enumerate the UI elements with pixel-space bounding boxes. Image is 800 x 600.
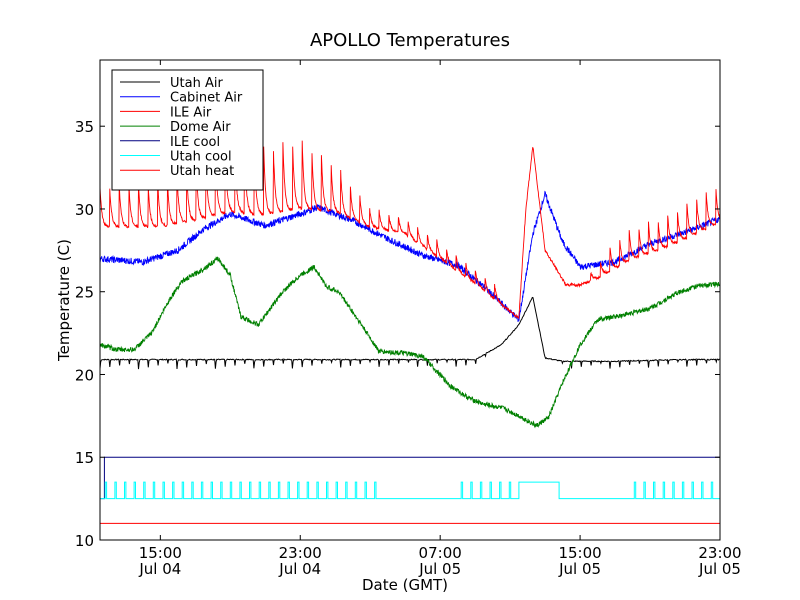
legend-label: Utah heat [170, 164, 234, 179]
legend-label: Cabinet Air [170, 91, 243, 106]
y-axis: 10 15 20 25 30 35 [75, 118, 720, 550]
y-tick-label: 30 [75, 201, 94, 219]
x-tick-label-date: Jul 05 [558, 560, 601, 578]
y-tick-label: 15 [75, 449, 94, 467]
legend-label: ILE Air [170, 105, 212, 120]
series-utah-air [100, 296, 720, 370]
x-tick-label-time: 15:00 [139, 544, 182, 562]
y-tick-label: 10 [75, 532, 94, 550]
plot-frame [99, 59, 721, 541]
x-tick-label-time: 23:00 [279, 544, 322, 562]
x-tick-label-time: 15:00 [558, 544, 601, 562]
x-tick-label-date: Jul 04 [278, 560, 321, 578]
legend-label: Dome Air [170, 120, 231, 135]
y-axis-label: Temperature (C) [55, 239, 73, 362]
y-tick-label: 20 [75, 366, 94, 384]
x-tick-label-time: 23:00 [698, 544, 741, 562]
chart-title: APOLLO Temperatures [310, 30, 510, 51]
x-axis-label: Date (GMT) [362, 576, 448, 594]
x-tick-label-date: Jul 04 [138, 560, 181, 578]
x-tick-label-date: Jul 05 [418, 560, 461, 578]
legend-label: ILE cool [170, 135, 220, 150]
legend-label: Utah cool [170, 150, 232, 165]
series-layer [100, 140, 720, 524]
series-utah-cool [100, 481, 720, 500]
series-cabinet-air [100, 190, 720, 323]
y-tick-label: 35 [75, 118, 94, 136]
x-tick-label-date: Jul 05 [698, 560, 741, 578]
series-ile-air [100, 140, 720, 319]
y-tick-label: 25 [75, 284, 94, 302]
series-dome-air [100, 256, 720, 429]
legend-label: Utah Air [170, 76, 223, 91]
x-tick-label-time: 07:00 [419, 544, 462, 562]
